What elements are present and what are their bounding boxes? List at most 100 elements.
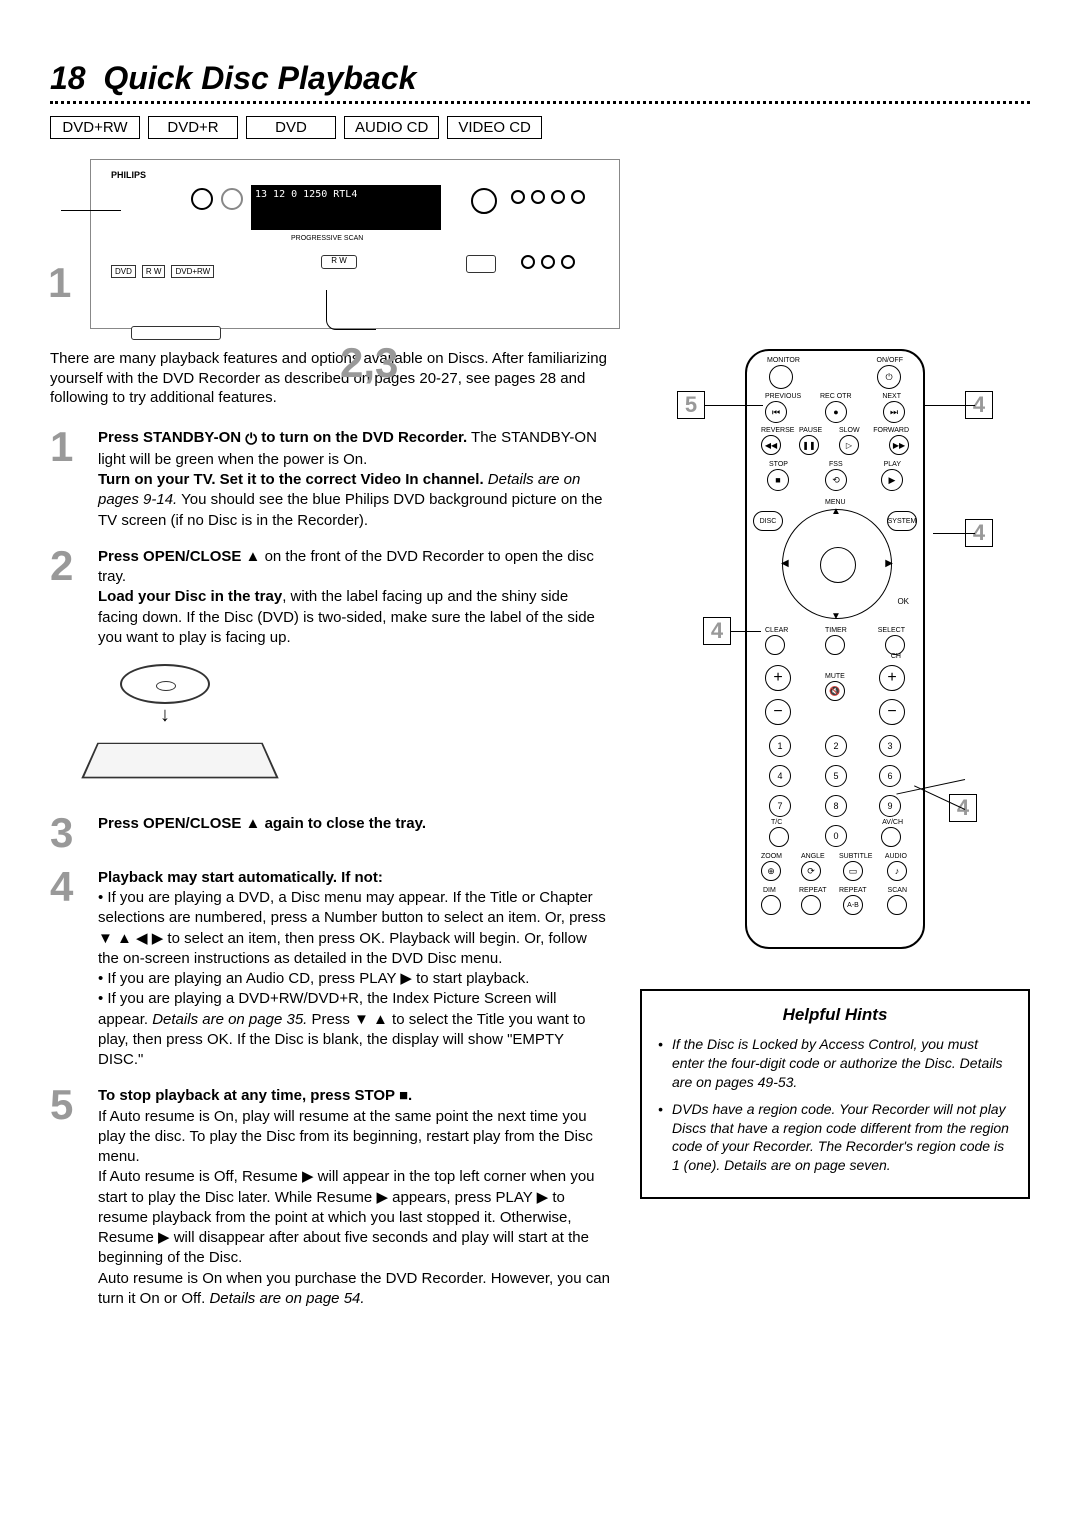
step-number: 4 — [50, 868, 88, 1071]
next-label: NEXT — [882, 393, 901, 400]
plus-button: + — [765, 665, 791, 691]
onoff-label: ON/OFF — [877, 357, 903, 364]
dim-label: DIM — [763, 887, 776, 894]
stop-button: ■ — [767, 469, 789, 491]
zoom-button: ⊕ — [761, 861, 781, 881]
step-2: 2 Press OPEN/CLOSE ▲ on the front of the… — [50, 547, 610, 648]
reverse-button: ◀◀ — [761, 435, 781, 455]
disc-tag: VIDEO CD — [447, 116, 542, 139]
tray-shape — [81, 743, 278, 779]
up-arrow-icon: ▲ — [831, 506, 841, 517]
keypad-3: 3 — [879, 735, 901, 757]
clear-button — [765, 635, 785, 655]
disc-tag: DVD+R — [148, 116, 238, 139]
minus-button: − — [765, 699, 791, 725]
step-number: 5 — [50, 1086, 88, 1309]
audio-button: ♪ — [887, 861, 907, 881]
device-illustration: PHILIPS 13 12 0 1250 RTL4 PROGRESSIVE SC… — [90, 159, 620, 329]
rw-indicator: R W — [321, 255, 357, 269]
keypad-8: 8 — [825, 795, 847, 817]
hint-item: If the Disc is Locked by Access Control,… — [672, 1035, 1012, 1092]
scan-button — [887, 895, 907, 915]
step-body: Press OPEN/CLOSE ▲ again to close the tr… — [98, 814, 610, 852]
step-3: 3 Press OPEN/CLOSE ▲ again to close the … — [50, 814, 610, 852]
prev-label: PREVIOUS — [765, 393, 801, 400]
device-badges: DVD R W DVD+RW — [111, 265, 214, 278]
mute-button: 🔇 — [825, 681, 845, 701]
audio-label: AUDIO — [885, 853, 907, 860]
hint-item: DVDs have a region code. Your Recorder w… — [672, 1100, 1012, 1176]
step-1: 1 Press STANDBY-ON ⏻ to turn on the DVD … — [50, 428, 610, 531]
slow-button: ▷ — [839, 435, 859, 455]
right-arrow-icon: ▶ — [885, 558, 893, 569]
intro-paragraph: There are many playback features and opt… — [50, 349, 610, 408]
system-menu-button: SYSTEM — [887, 511, 917, 531]
forward-button: ▶▶ — [889, 435, 909, 455]
fss-label: FSS — [829, 461, 843, 468]
callout-line — [731, 631, 761, 632]
stop-label: STOP — [769, 461, 788, 468]
callout-line — [933, 533, 975, 534]
timer-button — [825, 635, 845, 655]
plus-button: + — [879, 665, 905, 691]
select-button — [885, 635, 905, 655]
monitor-label: MONITOR — [767, 357, 800, 364]
keypad-0: 0 — [825, 825, 847, 847]
forward-label: FORWARD — [873, 427, 909, 434]
hints-title: Helpful Hints — [658, 1005, 1012, 1025]
next-button: ⏭ — [883, 401, 905, 423]
reverse-label: REVERSE — [761, 427, 794, 434]
clear-label: CLEAR — [765, 627, 788, 634]
disc-icon — [120, 664, 210, 704]
angle-button: ⟳ — [801, 861, 821, 881]
step-number: 3 — [50, 814, 88, 852]
page-title: 18 Quick Disc Playback — [50, 60, 1030, 97]
standby-knob — [191, 188, 213, 210]
disc-tag: DVD — [246, 116, 336, 139]
subtitle-button: ▭ — [843, 861, 863, 881]
small-knob — [551, 190, 565, 204]
open-close-knob — [221, 188, 243, 210]
helpful-hints-box: Helpful Hints If the Disc is Locked by A… — [640, 989, 1030, 1199]
left-column: There are many playback features and opt… — [50, 349, 610, 1325]
scan-label: SCAN — [888, 887, 907, 894]
small-knob — [541, 255, 555, 269]
title-rule — [50, 101, 1030, 104]
menu-label: MENU — [825, 499, 846, 506]
repeat2-label: REPEAT — [839, 887, 867, 894]
play-button: ▶ — [881, 469, 903, 491]
avch-label: AV/CH — [882, 819, 903, 826]
rec-knob — [471, 188, 497, 214]
mute-label: MUTE — [825, 673, 845, 680]
remote-illustration: MONITOR ON/OFF ⏻ PREVIOUS ⏮ REC OTR ● NE… — [745, 349, 925, 949]
previous-button: ⏮ — [765, 401, 787, 423]
device-callout-bottom: 2,3 — [340, 339, 398, 387]
device-display: 13 12 0 1250 RTL4 — [251, 185, 441, 230]
left-arrow-icon: ◀ — [781, 558, 789, 569]
callout-line — [705, 405, 763, 406]
slow-label: SLOW — [839, 427, 860, 434]
port — [466, 255, 496, 273]
small-knob — [561, 255, 575, 269]
page-title-text: Quick Disc Playback — [103, 60, 416, 96]
small-knob — [531, 190, 545, 204]
ch-label: CH — [891, 653, 901, 660]
callout-line — [326, 290, 376, 330]
timer-label: TIMER — [825, 627, 847, 634]
disc-tag: DVD+RW — [50, 116, 140, 139]
repeat-ab-button: A-B — [843, 895, 863, 915]
repeat-label: REPEAT — [799, 887, 827, 894]
pause-label: PAUSE — [799, 427, 822, 434]
callout-line — [61, 210, 121, 211]
recotr-button: ● — [825, 401, 847, 423]
tray-illustration: ↓ — [90, 664, 280, 804]
step-body: Press OPEN/CLOSE ▲ on the front of the D… — [98, 547, 610, 648]
zoom-label: ZOOM — [761, 853, 782, 860]
keypad-9: 9 — [879, 795, 901, 817]
angle-label: ANGLE — [801, 853, 825, 860]
keypad-2: 2 — [825, 735, 847, 757]
keypad-6: 6 — [879, 765, 901, 787]
play-label: PLAY — [884, 461, 901, 468]
monitor-button — [769, 365, 793, 389]
device-callout-left: 1 — [48, 259, 71, 307]
